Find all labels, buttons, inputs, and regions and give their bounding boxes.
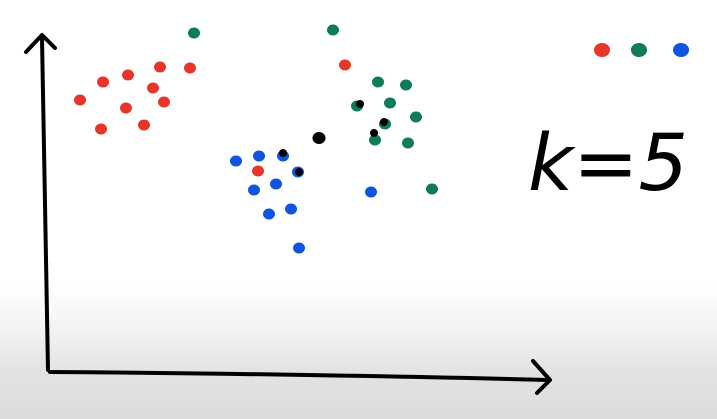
- red-data-point: [97, 76, 109, 88]
- blue-data-point: [248, 184, 260, 196]
- red-data-point: [158, 96, 170, 108]
- blue-data-point: [285, 203, 297, 215]
- black-data-point: [356, 100, 364, 108]
- red-data-point: [120, 102, 132, 114]
- red-data-point: [138, 119, 150, 131]
- blue-data-point: [293, 242, 305, 254]
- blue-data-point: [230, 155, 242, 167]
- red-data-point: [252, 165, 264, 177]
- green-data-point: [426, 183, 438, 195]
- black-data-point: [279, 149, 287, 157]
- black-data-point: [370, 129, 378, 137]
- blue-data-point: [253, 150, 265, 162]
- red-data-point: [339, 59, 351, 71]
- x-axis: [48, 359, 552, 395]
- data-points: [74, 24, 438, 254]
- green-data-point: [400, 79, 412, 91]
- green-legend-swatch: [631, 43, 647, 57]
- red-data-point: [74, 94, 86, 106]
- x-axis-line: [48, 370, 550, 382]
- blue-data-point: [270, 178, 282, 190]
- red-data-point: [154, 61, 166, 73]
- black-data-point: [312, 132, 326, 144]
- red-data-point: [122, 69, 134, 81]
- color-legend: [594, 43, 689, 57]
- green-data-point: [327, 24, 339, 36]
- green-data-point: [369, 134, 381, 146]
- x-axis-arrowhead: [531, 359, 552, 395]
- y-axis: [24, 33, 57, 372]
- red-data-point: [147, 82, 159, 94]
- blue-legend-swatch: [673, 43, 689, 57]
- green-data-point: [372, 76, 384, 88]
- black-data-point: [295, 168, 303, 176]
- green-data-point: [410, 111, 422, 123]
- green-data-point: [384, 97, 396, 109]
- k-equals-label: k=5: [528, 119, 688, 209]
- blue-data-point: [365, 186, 377, 198]
- red-legend-swatch: [594, 43, 610, 57]
- green-data-point: [188, 27, 200, 39]
- red-data-point: [184, 62, 196, 74]
- y-axis-line: [40, 36, 50, 372]
- green-data-point: [402, 137, 414, 149]
- blue-data-point: [263, 208, 275, 220]
- black-data-point: [380, 118, 388, 126]
- red-data-point: [95, 123, 107, 135]
- y-axis-arrowhead: [24, 33, 57, 54]
